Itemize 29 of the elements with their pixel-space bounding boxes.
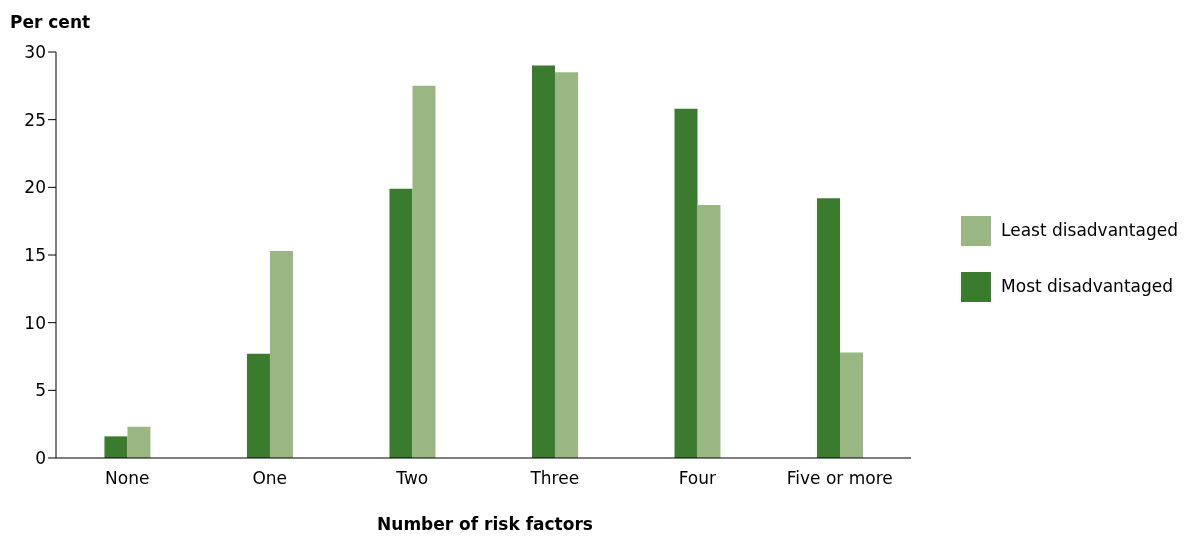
- bar: [269, 250, 293, 458]
- y-tick-label: 5: [35, 380, 46, 401]
- y-axis-title: Per cent: [10, 12, 91, 32]
- bar: [127, 426, 151, 458]
- bar: [246, 353, 270, 458]
- y-tick-label: 10: [24, 312, 46, 333]
- legend-label: Most disadvantaged: [1001, 276, 1174, 296]
- x-tick-label: Four: [678, 468, 716, 489]
- bar: [389, 188, 413, 458]
- y-tick-label: 20: [24, 177, 46, 198]
- y-tick-label: 0: [35, 448, 46, 469]
- x-tick-label: None: [105, 468, 150, 489]
- bar: [697, 204, 721, 458]
- x-tick-label: One: [252, 468, 288, 489]
- legend-label: Least disadvantaged: [1001, 220, 1178, 240]
- bar: [817, 198, 841, 458]
- x-axis-title: Number of risk factors: [376, 514, 594, 534]
- bar: [840, 352, 864, 458]
- bar: [104, 436, 128, 458]
- y-tick-label: 25: [24, 109, 46, 130]
- bar: [674, 108, 698, 458]
- bar: [531, 65, 555, 458]
- y-tick-label: 30: [24, 42, 46, 63]
- y-tick-label: 15: [24, 245, 46, 266]
- bar: [554, 72, 578, 458]
- x-tick-label: Three: [529, 468, 580, 489]
- x-tick-label: Five or more: [786, 468, 893, 489]
- x-tick-label: Two: [395, 468, 429, 489]
- bar: [412, 85, 436, 458]
